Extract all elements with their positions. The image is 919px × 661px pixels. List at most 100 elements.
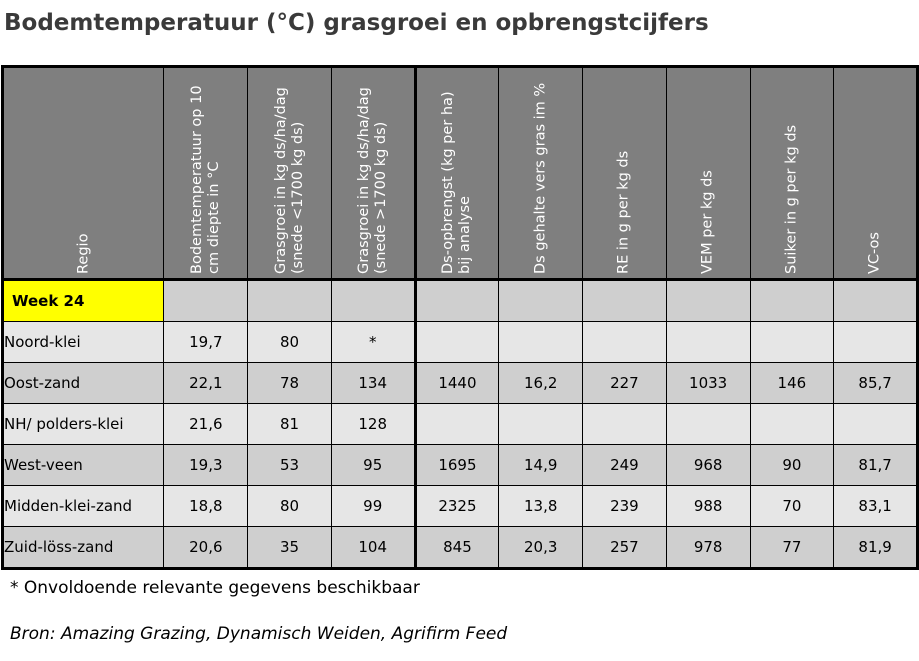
table-cell bbox=[749, 403, 835, 445]
header-label: Suiker in g per kg ds bbox=[783, 124, 800, 274]
table-cell: 14,9 bbox=[498, 444, 584, 486]
header-cell-ds-gehalte: Ds gehalte vers gras im % bbox=[498, 65, 584, 281]
table-row: Oost-zand 22,1 78 134 1440 16,2 227 1033… bbox=[0, 362, 919, 404]
table-cell: 21,6 bbox=[163, 403, 249, 445]
table-cell: 81 bbox=[247, 403, 332, 445]
table-cell: 978 bbox=[665, 526, 751, 570]
table-cell: 2325 bbox=[413, 485, 500, 527]
table-cell: * bbox=[330, 321, 416, 363]
header-label: Grasgroei in kg ds/ha/dag (snede >1700 k… bbox=[355, 87, 389, 274]
table-cell bbox=[665, 403, 751, 445]
table-cell: 104 bbox=[330, 526, 416, 570]
table-cell: 99 bbox=[330, 485, 416, 527]
header-label: Regio bbox=[75, 233, 92, 274]
table-cell bbox=[665, 321, 751, 363]
table-cell: 90 bbox=[749, 444, 835, 486]
header-label: RE in g per kg ds bbox=[615, 150, 632, 274]
table-cell: 257 bbox=[582, 526, 667, 570]
table-cell: 19,3 bbox=[163, 444, 249, 486]
header-label: Ds gehalte vers gras im % bbox=[532, 82, 549, 274]
table-cell: 18,8 bbox=[163, 485, 249, 527]
table-row: Zuid-löss-zand 20,6 35 104 845 20,3 257 … bbox=[0, 526, 919, 570]
table-cell: 81,9 bbox=[833, 526, 919, 570]
header-cell-grasgroei-lt: Grasgroei in kg ds/ha/dag (snede <1700 k… bbox=[247, 65, 332, 281]
table-cell: 70 bbox=[749, 485, 835, 527]
table-cell: 249 bbox=[582, 444, 667, 486]
header-label: Grasgroei in kg ds/ha/dag (snede <1700 k… bbox=[272, 87, 306, 274]
table-row: Noord-klei 19,7 80 * bbox=[0, 321, 919, 363]
table-cell: 19,7 bbox=[163, 321, 249, 363]
table-cell bbox=[833, 279, 919, 322]
table-cell: 968 bbox=[665, 444, 751, 486]
row-region: Oost-zand bbox=[0, 362, 165, 404]
week-row: Week 24 bbox=[0, 279, 919, 322]
table-cell bbox=[413, 403, 500, 445]
row-region: Zuid-löss-zand bbox=[0, 526, 165, 570]
table-cell bbox=[582, 279, 667, 322]
table-cell bbox=[498, 321, 584, 363]
header-cell-bodemtemperatuur: Bodemtemperatuur op 10 cm diepte in °C bbox=[163, 65, 249, 281]
table-cell: 845 bbox=[413, 526, 500, 570]
row-region: Noord-klei bbox=[0, 321, 165, 363]
header-row: Regio Bodemtemperatuur op 10 cm diepte i… bbox=[0, 65, 919, 281]
table-cell bbox=[498, 279, 584, 322]
table-cell bbox=[833, 403, 919, 445]
table-cell bbox=[833, 321, 919, 363]
table-cell: 53 bbox=[247, 444, 332, 486]
table-cell: 20,6 bbox=[163, 526, 249, 570]
table-cell: 80 bbox=[247, 321, 332, 363]
table-cell: 988 bbox=[665, 485, 751, 527]
header-label: VC-os bbox=[866, 232, 883, 274]
table-cell: 20,3 bbox=[498, 526, 584, 570]
row-region: NH/ polders-klei bbox=[0, 403, 165, 445]
table-cell bbox=[582, 321, 667, 363]
source-note: Bron: Amazing Grazing, Dynamisch Weiden,… bbox=[10, 624, 508, 644]
table-cell: 13,8 bbox=[498, 485, 584, 527]
page-title: Bodemtemperatuur (°C) grasgroei en opbre… bbox=[4, 10, 709, 36]
table-cell bbox=[330, 279, 416, 322]
table-cell bbox=[498, 403, 584, 445]
table-cell: 85,7 bbox=[833, 362, 919, 404]
header-cell-vem: VEM per kg ds bbox=[665, 65, 751, 281]
header-cell-ds-opbrengst: Ds-opbrengst (kg per ha) bij analyse bbox=[413, 65, 500, 281]
table-row: NH/ polders-klei 21,6 81 128 bbox=[0, 403, 919, 445]
table-cell: 78 bbox=[247, 362, 332, 404]
table-cell: 239 bbox=[582, 485, 667, 527]
header-cell-re: RE in g per kg ds bbox=[582, 65, 667, 281]
table-cell: 134 bbox=[330, 362, 416, 404]
table-cell bbox=[413, 321, 500, 363]
header-cell-regio: Regio bbox=[0, 65, 165, 281]
table-cell bbox=[665, 279, 751, 322]
row-region: West-veen bbox=[0, 444, 165, 486]
table-cell bbox=[163, 279, 249, 322]
footnote: * Onvoldoende relevante gegevens beschik… bbox=[10, 578, 420, 598]
table-cell bbox=[749, 321, 835, 363]
table-cell: 80 bbox=[247, 485, 332, 527]
header-cell-grasgroei-gt: Grasgroei in kg ds/ha/dag (snede >1700 k… bbox=[330, 65, 416, 281]
table-cell: 22,1 bbox=[163, 362, 249, 404]
table-cell bbox=[749, 279, 835, 322]
table-cell: 35 bbox=[247, 526, 332, 570]
header-label: VEM per kg ds bbox=[699, 170, 716, 274]
header-cell-suiker: Suiker in g per kg ds bbox=[749, 65, 835, 281]
table-cell: 1033 bbox=[665, 362, 751, 404]
table-cell bbox=[413, 279, 500, 322]
row-region: Midden-klei-zand bbox=[0, 485, 165, 527]
table-cell: 146 bbox=[749, 362, 835, 404]
header-label: Ds-opbrengst (kg per ha) bij analyse bbox=[440, 91, 474, 274]
table-cell: 128 bbox=[330, 403, 416, 445]
table-cell: 1440 bbox=[413, 362, 500, 404]
week-label: Week 24 bbox=[0, 279, 165, 322]
table-cell: 83,1 bbox=[833, 485, 919, 527]
table-row: Midden-klei-zand 18,8 80 99 2325 13,8 23… bbox=[0, 485, 919, 527]
table-cell: 81,7 bbox=[833, 444, 919, 486]
table-cell: 95 bbox=[330, 444, 416, 486]
table-cell: 227 bbox=[582, 362, 667, 404]
data-table: Regio Bodemtemperatuur op 10 cm diepte i… bbox=[0, 65, 919, 570]
table-cell bbox=[247, 279, 332, 322]
table-cell: 16,2 bbox=[498, 362, 584, 404]
header-cell-vc-os: VC-os bbox=[833, 65, 919, 281]
table-cell: 77 bbox=[749, 526, 835, 570]
table-cell bbox=[582, 403, 667, 445]
table-row: West-veen 19,3 53 95 1695 14,9 249 968 9… bbox=[0, 444, 919, 486]
